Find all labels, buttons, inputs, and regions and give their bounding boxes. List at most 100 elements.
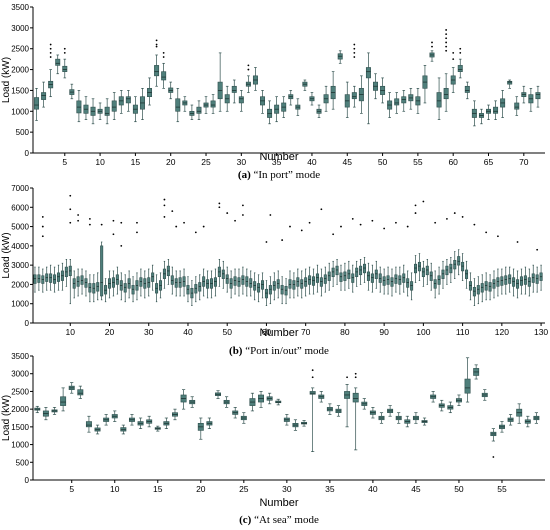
x-tick-label: 120 [495, 327, 509, 337]
outlier-point [136, 221, 138, 224]
box-46 [209, 270, 214, 299]
box-body [170, 275, 174, 285]
box-body [457, 65, 463, 72]
x-tick-label: 50 [454, 484, 464, 494]
box-67 [500, 90, 506, 118]
outlier-point [183, 221, 185, 224]
box-105 [441, 260, 445, 289]
box-47 [358, 75, 364, 114]
y-tick-label: 0 [25, 476, 30, 485]
box-10 [111, 410, 118, 422]
box-61 [268, 214, 272, 305]
box-39 [182, 221, 186, 297]
x-tick-label: 100 [416, 327, 430, 337]
box-59 [261, 272, 265, 299]
box-35 [326, 403, 333, 415]
box-34 [318, 391, 325, 403]
box-body [421, 267, 425, 278]
box-5 [49, 264, 53, 291]
x-tick-label: 30 [237, 157, 247, 167]
box-body [253, 281, 257, 291]
box-body [206, 279, 210, 289]
box-43 [395, 412, 402, 424]
outlier-point [320, 208, 323, 211]
box-16 [139, 87, 145, 120]
outlier-point [171, 210, 174, 213]
box-114 [476, 276, 480, 305]
box-62 [272, 272, 276, 301]
box-12 [111, 92, 117, 120]
x-tick-label: 70 [301, 327, 311, 337]
box-32 [301, 420, 308, 427]
x-tick-label: 50 [222, 327, 232, 337]
box-75 [323, 266, 327, 293]
box-body [504, 275, 508, 285]
box-49 [221, 260, 225, 289]
box-body [233, 276, 237, 286]
box-54 [490, 428, 497, 458]
box-30 [283, 414, 290, 426]
box-body [527, 277, 531, 287]
box-body [429, 271, 433, 281]
box-125 [519, 268, 523, 295]
x-tick-label: 35 [272, 157, 282, 167]
box-9 [103, 414, 110, 426]
box-28 [266, 392, 273, 405]
y-tick-label: 4000 [11, 242, 29, 251]
box-67 [292, 272, 296, 299]
box-body [535, 92, 541, 100]
box-123 [512, 268, 516, 297]
box-12 [76, 214, 80, 297]
x-axis-title: Number [259, 151, 298, 163]
box-31 [151, 264, 155, 291]
box-76 [327, 262, 331, 291]
box-6 [53, 266, 57, 293]
x-tick-label: 5 [62, 157, 67, 167]
box-19 [189, 396, 196, 408]
outlier-point [69, 221, 72, 224]
outlier-point [112, 219, 115, 222]
x-tick-label: 90 [379, 327, 389, 337]
box-body [457, 256, 461, 266]
box-21 [206, 417, 213, 429]
box-body [175, 98, 181, 112]
box-108 [453, 212, 457, 279]
box-120 [500, 268, 504, 295]
box-38 [352, 372, 359, 451]
outlier-point [194, 231, 197, 234]
box-41 [378, 412, 385, 424]
box-97 [410, 272, 414, 301]
box-53 [237, 268, 241, 297]
box-8 [60, 262, 64, 291]
outlier-point [383, 227, 386, 230]
box-6 [77, 385, 84, 399]
box-58 [436, 77, 442, 120]
box-45 [412, 412, 419, 424]
outlier-point [351, 217, 354, 220]
y-tick-label: 1000 [11, 441, 29, 450]
box-body [425, 265, 429, 276]
box-42 [387, 405, 394, 417]
box-84 [359, 223, 363, 285]
box-44 [202, 225, 206, 297]
x-tick-label: 55 [497, 484, 507, 494]
box-51 [464, 357, 471, 403]
box-body [315, 273, 319, 283]
box-body [394, 98, 400, 106]
outlier-point [63, 51, 66, 54]
box-9 [64, 259, 68, 287]
x-tick-label: 110 [456, 327, 470, 337]
box-78 [335, 259, 339, 285]
caption-text: “In port” mode [251, 169, 320, 181]
box-body [523, 275, 527, 285]
box-body [249, 278, 253, 288]
box-109 [457, 249, 461, 276]
box-74 [319, 208, 323, 297]
box-body [443, 88, 449, 100]
box-25 [240, 412, 247, 424]
x-tick-label: 10 [66, 327, 76, 337]
box-39 [302, 79, 308, 91]
box-27 [217, 52, 223, 112]
box-3 [51, 407, 58, 415]
